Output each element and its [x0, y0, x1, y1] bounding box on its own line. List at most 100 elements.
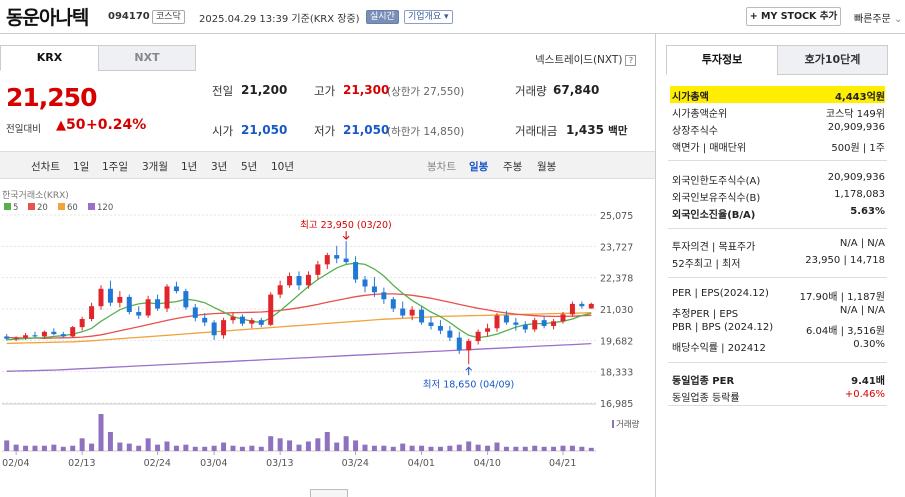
- volume-bar: [390, 446, 396, 451]
- candle-body: [588, 303, 594, 309]
- volume-bar: [428, 446, 434, 451]
- invest-row: 52주최고 | 최저 23,950 | 14,718: [670, 253, 885, 270]
- legend-swatch: [4, 203, 11, 210]
- period-3m[interactable]: 3개월: [142, 161, 169, 173]
- quick-order-label: 빠른주문: [854, 14, 891, 25]
- invest-row-label: 외국인보유주식수(B): [672, 193, 761, 204]
- invest-row-label: 시가총액순위: [672, 109, 728, 120]
- period-10y[interactable]: 10년: [271, 161, 295, 173]
- volume-bar: [353, 440, 359, 451]
- invest-row-label: PER | EPS(2024.12): [672, 288, 769, 299]
- tab-krx[interactable]: KRX: [0, 45, 99, 71]
- legend-swatch: [58, 203, 65, 210]
- period-monthly[interactable]: 월봉: [537, 161, 557, 173]
- volume-bar: [551, 446, 557, 451]
- invest-row-label: 투자의견 | 목표주가: [672, 242, 756, 253]
- x-tick-label: 03/04: [200, 458, 227, 469]
- tab-orderbook[interactable]: 호가10단계: [777, 45, 888, 75]
- section-divider: [668, 405, 887, 406]
- volume-bar: [343, 436, 349, 451]
- volume-bar: [503, 446, 509, 451]
- ma60-line: [6, 312, 592, 345]
- help-icon[interactable]: ?: [625, 54, 637, 66]
- candle-body: [287, 276, 293, 286]
- add-my-stock-button[interactable]: + MY STOCK 추가: [746, 7, 841, 26]
- period-1w[interactable]: 1주일: [102, 161, 129, 173]
- period-1y[interactable]: 1년: [181, 161, 198, 173]
- candlestick-chart[interactable]: 한국거래소(KRX) 5 20 60 120 25,075 23,727 22,378 21,0…: [0, 180, 655, 480]
- x-tick-label: 04/21: [549, 458, 576, 469]
- candle-body: [268, 294, 274, 325]
- chevron-down-icon: ⌄: [890, 14, 903, 25]
- period-daily[interactable]: 일봉: [469, 161, 489, 173]
- section-divider: [668, 228, 887, 229]
- invest-row-value: N/A | N/A: [839, 305, 885, 316]
- tab-nxt[interactable]: NXT: [98, 45, 196, 71]
- candle-body: [466, 341, 472, 351]
- company-info-dropdown[interactable]: 기업개요 ▾: [404, 10, 453, 24]
- quick-order-link[interactable]: 빠른주문 ⌄: [854, 10, 902, 25]
- x-tick-label: 03/24: [342, 458, 369, 469]
- period-5y[interactable]: 5년: [241, 161, 258, 173]
- candle-body: [324, 255, 330, 265]
- period-3y[interactable]: 3년: [211, 161, 228, 173]
- volume-bar: [98, 414, 104, 451]
- volume-bar: [579, 446, 585, 451]
- candle-body: [494, 315, 500, 329]
- x-tick-label: 04/10: [474, 458, 501, 469]
- invest-row-value: 20,909,936: [827, 122, 885, 133]
- chart-resize-handle[interactable]: [310, 489, 348, 497]
- candle-body: [485, 328, 491, 332]
- candle-chart-label: 봉차트: [427, 161, 456, 173]
- candle-body: [164, 286, 170, 309]
- invest-row-value: 1,178,083: [834, 189, 885, 200]
- volume-bar: [541, 446, 547, 451]
- invest-row-label: 동일업종 등락률: [672, 393, 740, 404]
- candle-body: [98, 288, 104, 307]
- stock-code: 094170: [108, 11, 150, 22]
- volume-bar: [258, 446, 264, 451]
- volume-bar: [305, 441, 311, 451]
- candle-body: [305, 274, 311, 286]
- candle-body: [79, 318, 85, 328]
- up-arrow-icon: ▲: [56, 118, 66, 133]
- legend-swatch: [88, 203, 95, 210]
- y-tick-label: 16,985: [600, 399, 633, 410]
- invest-row: 시가총액 4,443억원: [670, 86, 885, 103]
- invest-row-value: 6.04배 | 3,516원: [805, 326, 885, 337]
- y-tick-label: 23,727: [600, 242, 633, 253]
- candle-body: [211, 322, 217, 336]
- volume-bar: [447, 445, 453, 451]
- company-info-label: 기업개요: [408, 12, 442, 22]
- section-divider: [668, 362, 887, 363]
- candle-body: [155, 299, 161, 309]
- volume-bar: [211, 445, 217, 451]
- candle-body: [32, 335, 38, 337]
- realtime-badge[interactable]: 실시간: [366, 10, 399, 24]
- caret-down-icon: ▾: [441, 12, 449, 22]
- volume-bar: [230, 445, 236, 451]
- tab-invest-info[interactable]: 투자정보: [666, 45, 778, 75]
- section-divider: [668, 160, 887, 161]
- candle-body: [428, 322, 434, 326]
- period-weekly[interactable]: 주봉: [503, 161, 523, 173]
- candle-body: [362, 279, 368, 287]
- volume-bar: [192, 446, 198, 451]
- lower-limit: (하한가 14,850): [387, 126, 465, 138]
- invest-row-value: 0.30%: [853, 339, 885, 350]
- candle-body: [315, 264, 321, 275]
- invest-row-value: 17.90배 | 1,187원: [799, 292, 885, 303]
- volume-bar: [202, 446, 208, 451]
- x-tick-label: 02/24: [144, 458, 171, 469]
- open-label: 시가: [212, 124, 234, 138]
- candle-body: [560, 314, 566, 322]
- invest-row: 외국인보유주식수(B) 1,178,083: [670, 187, 885, 204]
- volume-bar: [164, 441, 170, 451]
- low-label: 저가: [314, 124, 336, 138]
- period-1d[interactable]: 1일: [73, 161, 90, 173]
- invest-row-value: 코스닥 149위: [825, 109, 885, 120]
- change-percent: +0.24%: [86, 117, 147, 133]
- candle-body: [343, 258, 349, 263]
- candle-body: [23, 335, 29, 338]
- volume-bar: [89, 443, 95, 451]
